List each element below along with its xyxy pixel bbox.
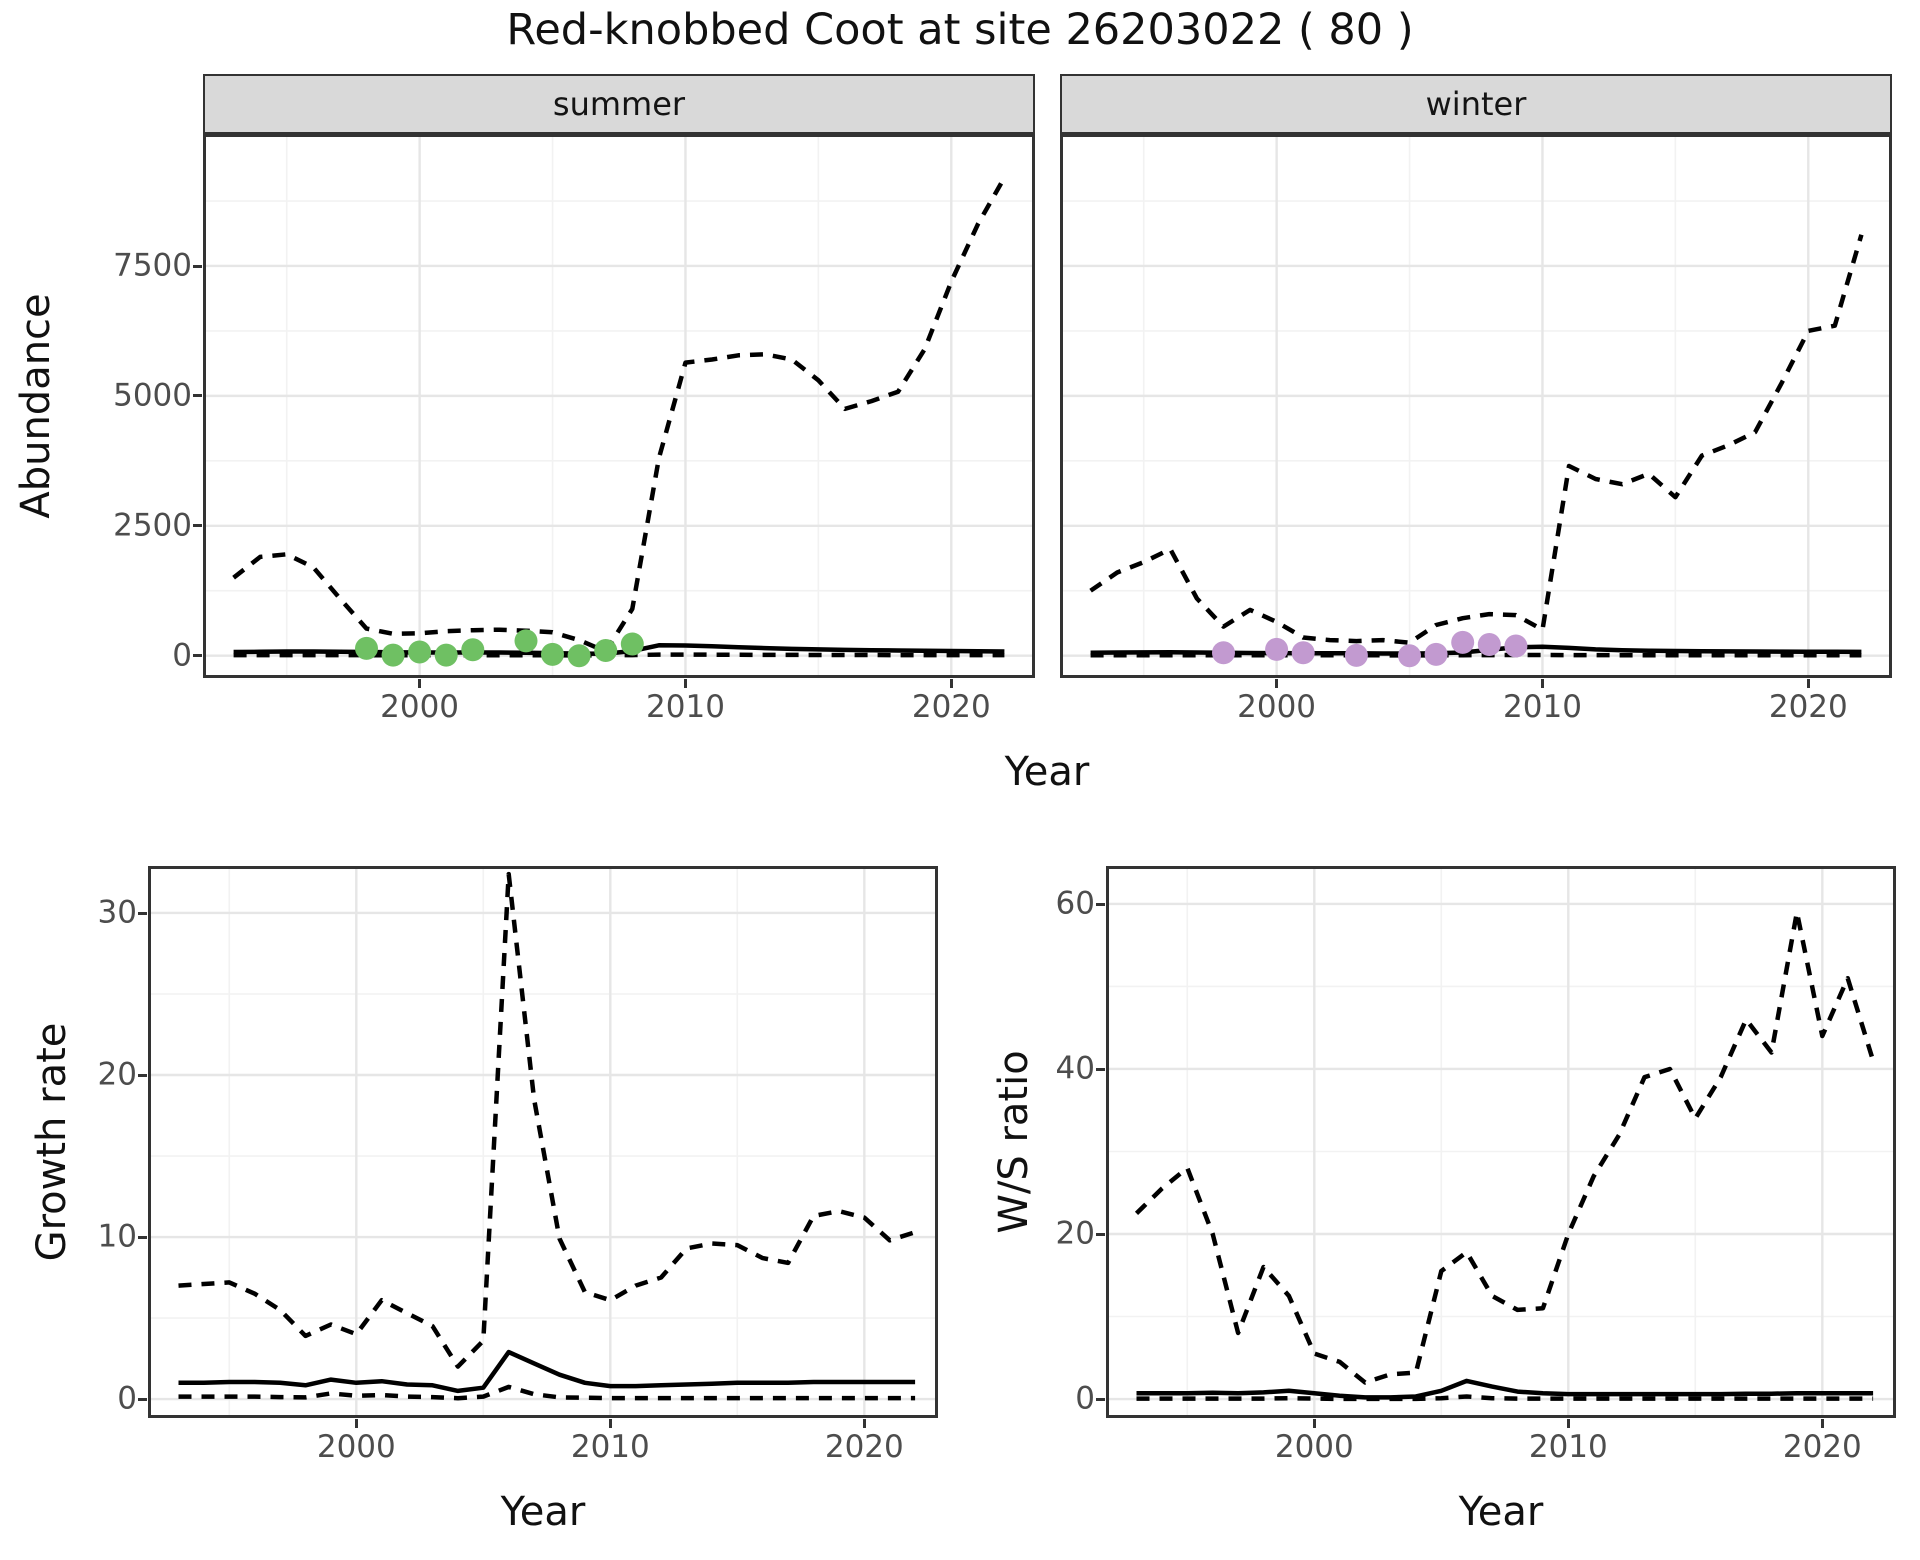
y-tick-label: 20 bbox=[97, 1056, 137, 1093]
x-tick bbox=[354, 1419, 358, 1428]
data-point-winter-counts bbox=[1265, 637, 1289, 661]
data-point-summer-counts bbox=[381, 643, 405, 667]
panel-background bbox=[203, 134, 1035, 678]
x-tick bbox=[1820, 1419, 1824, 1428]
panel-border bbox=[203, 134, 1035, 678]
y-tick bbox=[193, 524, 202, 528]
y-tick-label: 0 bbox=[117, 1380, 137, 1417]
y-tick-label: 30 bbox=[97, 894, 137, 931]
x-tick-label: 2000 bbox=[1237, 689, 1317, 725]
data-point-winter-counts bbox=[1344, 643, 1368, 667]
y-tick bbox=[193, 264, 202, 268]
x-tick bbox=[1806, 679, 1810, 688]
panel-abundance-summer bbox=[203, 134, 1035, 678]
series-estimate bbox=[178, 1349, 916, 1394]
x-tick-label: 2010 bbox=[570, 1429, 650, 1465]
y-tick-label: 60 bbox=[1055, 885, 1095, 922]
y-tick-label: 7500 bbox=[113, 247, 192, 284]
x-tick-label: 2010 bbox=[1503, 689, 1582, 725]
x-tick-label: 2010 bbox=[1528, 1429, 1608, 1465]
data-point-summer-counts bbox=[594, 639, 618, 662]
series-upper-ci bbox=[232, 176, 1007, 654]
data-point-summer-counts bbox=[541, 642, 564, 666]
data-point-winter-counts bbox=[1212, 641, 1235, 665]
series-lower-ci bbox=[178, 1384, 916, 1401]
data-point-summer-counts bbox=[620, 632, 644, 656]
data-point-summer-counts bbox=[567, 644, 591, 668]
x-tick bbox=[862, 1419, 866, 1428]
y-tick bbox=[1096, 1232, 1105, 1236]
panel-background bbox=[1106, 866, 1896, 1418]
data-point-winter-counts bbox=[1504, 634, 1528, 658]
y-tick bbox=[1096, 1067, 1105, 1071]
data-point-winter-counts bbox=[1424, 642, 1448, 666]
data-point-winter-counts bbox=[1398, 644, 1421, 668]
data-point-summer-counts bbox=[461, 638, 485, 662]
data-point-winter-counts bbox=[1477, 633, 1501, 656]
x-tick-label: 2000 bbox=[1274, 1429, 1354, 1465]
y-tick bbox=[1096, 902, 1105, 906]
x-tick bbox=[1541, 679, 1544, 688]
data-point-summer-counts bbox=[408, 640, 432, 664]
y-tick-label: 20 bbox=[1055, 1215, 1095, 1252]
x-tick bbox=[608, 1419, 612, 1428]
panel-abundance-winter bbox=[1060, 134, 1892, 678]
x-tick-label: 2000 bbox=[316, 1429, 396, 1465]
y-axis-title-growth-rate: Growth rate bbox=[29, 1022, 75, 1262]
panel-border bbox=[148, 866, 938, 1418]
y-tick-label: 10 bbox=[97, 1218, 137, 1255]
y-axis-title-ws-ratio: W/S ratio bbox=[991, 1050, 1037, 1234]
y-tick bbox=[138, 911, 147, 915]
x-axis-title-year-top: Year bbox=[1004, 749, 1090, 795]
x-tick bbox=[949, 679, 953, 688]
series-upper-ci bbox=[1134, 909, 1876, 1385]
x-tick bbox=[1566, 1419, 1570, 1428]
y-tick-label: 2500 bbox=[113, 507, 192, 544]
data-point-winter-counts bbox=[1291, 641, 1315, 665]
y-tick bbox=[138, 1397, 147, 1401]
chart-title: Red-knobbed Coot at site 26203022 ( 80 ) bbox=[506, 5, 1414, 55]
x-tick-label: 2020 bbox=[1782, 1429, 1862, 1465]
x-tick-label: 2020 bbox=[824, 1429, 904, 1465]
facet-strip-summer-label: summer bbox=[552, 85, 686, 123]
panel-growth-rate bbox=[148, 866, 938, 1418]
y-tick bbox=[1096, 1397, 1105, 1401]
panel-background bbox=[148, 866, 938, 1418]
y-tick-label: 0 bbox=[172, 637, 192, 674]
panel-border bbox=[1106, 866, 1896, 1418]
x-tick bbox=[418, 679, 422, 688]
data-point-summer-counts bbox=[514, 629, 538, 653]
panel-border bbox=[1060, 134, 1892, 678]
facet-strip-winter-label: winter bbox=[1425, 85, 1527, 123]
panel-background bbox=[1060, 134, 1892, 678]
y-tick bbox=[193, 394, 202, 398]
facet-strip-summer: summer bbox=[203, 74, 1035, 134]
x-tick bbox=[684, 679, 687, 688]
x-axis-title-year-bottom-left: Year bbox=[500, 1489, 586, 1535]
facet-strip-winter: winter bbox=[1060, 74, 1892, 134]
x-tick-label: 2000 bbox=[380, 689, 460, 725]
y-tick bbox=[193, 654, 202, 658]
y-tick-label: 0 bbox=[1075, 1380, 1095, 1417]
x-tick-label: 2020 bbox=[911, 689, 991, 725]
y-tick-label: 40 bbox=[1055, 1050, 1095, 1087]
y-tick bbox=[138, 1235, 147, 1239]
data-point-summer-counts bbox=[355, 636, 378, 660]
x-axis-title-year-bottom-right: Year bbox=[1458, 1489, 1544, 1535]
y-tick bbox=[138, 1073, 147, 1077]
y-tick-label: 5000 bbox=[113, 377, 192, 414]
panel-ws-ratio bbox=[1106, 866, 1896, 1418]
x-tick-label: 2020 bbox=[1768, 689, 1848, 725]
series-lower-ci bbox=[1136, 1394, 1874, 1402]
series-estimate bbox=[1136, 1378, 1874, 1400]
series-upper-ci bbox=[178, 871, 916, 1369]
data-point-summer-counts bbox=[434, 643, 458, 667]
x-tick bbox=[1312, 1419, 1316, 1428]
data-point-winter-counts bbox=[1451, 630, 1475, 654]
x-tick bbox=[1275, 679, 1279, 688]
y-axis-title-abundance: Abundance bbox=[13, 293, 59, 519]
x-tick-label: 2010 bbox=[646, 689, 725, 725]
